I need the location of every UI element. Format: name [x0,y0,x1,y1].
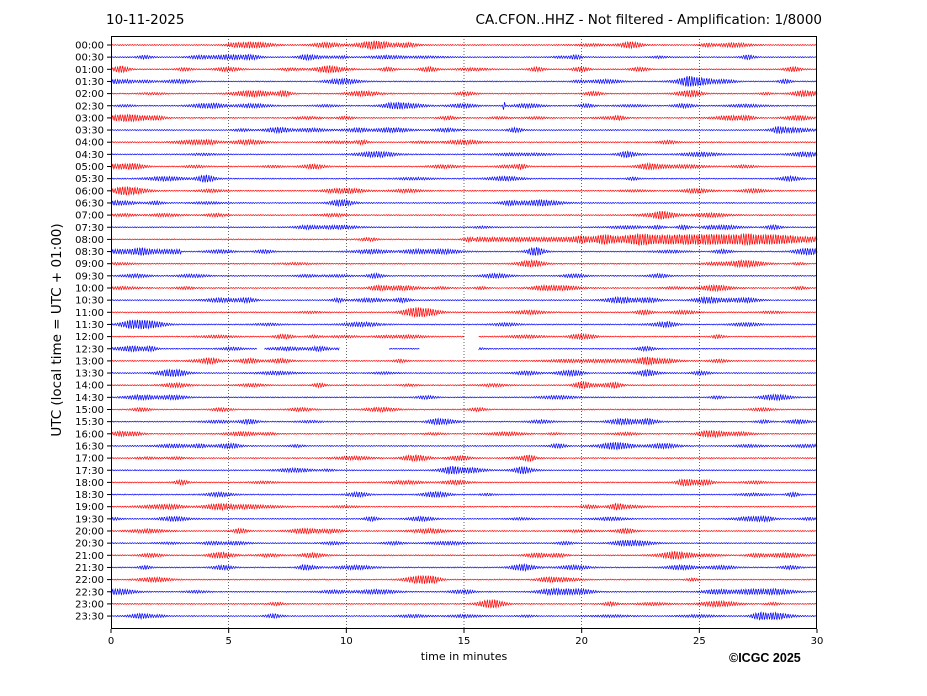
y-tick-label: 19:00 [75,502,104,513]
y-tick-label: 23:30 [75,612,104,623]
y-tick-label: 13:30 [75,369,104,380]
date-label: 10-11-2025 [106,12,185,28]
x-tick-label: 20 [575,636,588,647]
y-tick-label: 19:30 [75,514,104,525]
trace-row [110,64,818,74]
y-tick-label: 18:30 [75,490,104,501]
y-tick-label: 07:30 [75,223,104,234]
y-tick-label: 06:00 [75,186,104,197]
y-tick-label: 07:00 [75,211,104,222]
y-tick-label: 01:00 [75,65,104,76]
y-tick-label: 00:30 [75,53,104,64]
y-tick-label: 10:30 [75,296,104,307]
trace-row [110,223,818,231]
trace-row [110,186,818,196]
y-tick-label: 06:30 [75,198,104,209]
y-tick-label: 03:00 [75,113,104,124]
y-tick-label: 02:30 [75,101,104,112]
trace-row [110,454,818,463]
y-tick-label: 22:30 [75,587,104,598]
y-tick-label: 17:00 [75,454,104,465]
y-tick-label: 14:00 [75,381,104,392]
grid-lines [228,36,700,629]
trace-row [110,198,818,208]
y-tick-label: 11:00 [75,308,104,319]
trace-row [388,347,420,350]
trace-row [110,429,818,439]
y-tick-label: 17:30 [75,466,104,477]
trace-row [110,441,818,451]
trace-row [110,527,818,535]
y-tick-label: 09:30 [75,271,104,282]
x-tick-label: 0 [108,636,114,647]
y-tick-label: 03:30 [75,126,104,137]
y-tick-label: 20:00 [75,527,104,538]
x-tick-label: 30 [811,636,824,647]
y-tick-label: 22:00 [75,575,104,586]
trace-row [110,258,818,269]
copyright-label: ©ICGC 2025 [729,651,801,665]
trace-row [478,345,818,353]
y-tick-label: 16:30 [75,441,104,452]
x-tick-label: 5 [225,636,231,647]
trace-row [110,174,818,183]
trace-row [110,210,818,221]
y-tick-label: 09:00 [75,259,104,270]
y-tick-label: 23:00 [75,599,104,610]
y-tick-label: 18:00 [75,478,104,489]
y-tick-label: 11:30 [75,320,104,331]
y-tick-label: 21:30 [75,563,104,574]
y-tick-label: 16:00 [75,429,104,440]
y-tick-label: 08:30 [75,247,104,258]
y-tick-label: 12:30 [75,344,104,355]
y-tick-label: 15:30 [75,417,104,428]
trace-row [110,514,818,523]
y-tick-label: 02:00 [75,89,104,100]
trace-row [110,138,818,146]
trace-row [110,89,818,98]
x-tick-label: 15 [458,636,471,647]
trace-row [264,345,340,353]
y-tick-label: 00:00 [75,41,104,52]
y-tick-label: 05:00 [75,162,104,173]
trace-row [110,466,818,475]
trace-row [110,40,818,51]
y-tick-label: 14:30 [75,393,104,404]
trace-row [110,333,465,340]
x-axis-label: time in minutes [420,650,508,663]
trace-row [110,246,818,256]
plot-frame [111,36,817,629]
y-tick-label: 20:30 [75,539,104,550]
y-axis-label: UTC (local time = UTC + 01:00) [49,223,65,437]
y-tick-label: 08:00 [75,235,104,246]
x-tick-label: 25 [693,636,706,647]
y-tick-label: 05:30 [75,174,104,185]
y-tick-label: 04:30 [75,150,104,161]
trace-row [110,478,818,487]
y-tick-label: 13:00 [75,356,104,367]
y-tick-label: 10:00 [75,284,104,295]
x-tick-label: 10 [340,636,353,647]
y-tick-label: 12:00 [75,332,104,343]
trace-row [478,332,818,341]
y-tick-label: 15:00 [75,405,104,416]
x-axis-ticks: 0 5 10 15 20 25 30 [108,629,824,647]
trace-row [110,539,818,547]
trace-row [110,345,258,353]
chart-title: CA.CFON..HHZ - Not filtered - Amplificat… [475,12,822,28]
y-tick-label: 01:30 [75,77,104,88]
y-tick-label: 21:00 [75,551,104,562]
y-tick-label: 04:00 [75,138,104,149]
trace-row [110,272,818,280]
